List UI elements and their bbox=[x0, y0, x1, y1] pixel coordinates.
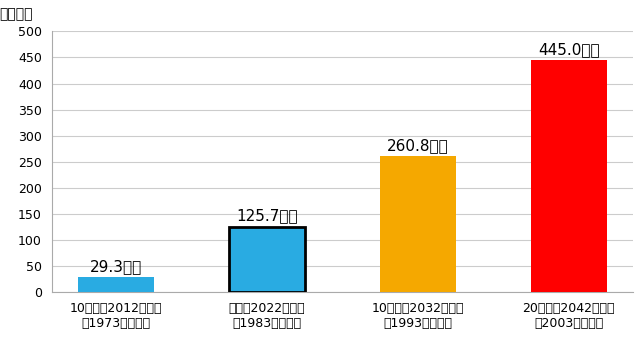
Bar bbox=[380, 156, 456, 292]
Text: 125.7万戸: 125.7万戸 bbox=[236, 209, 298, 223]
Bar bbox=[531, 60, 607, 292]
Text: （万戸）: （万戸） bbox=[0, 7, 33, 21]
Text: 29.3万戸: 29.3万戸 bbox=[90, 259, 142, 274]
Bar bbox=[78, 277, 154, 292]
Bar bbox=[229, 227, 305, 292]
Text: 260.8万戸: 260.8万戸 bbox=[387, 138, 449, 153]
Text: 445.0万戸: 445.0万戸 bbox=[538, 42, 600, 57]
